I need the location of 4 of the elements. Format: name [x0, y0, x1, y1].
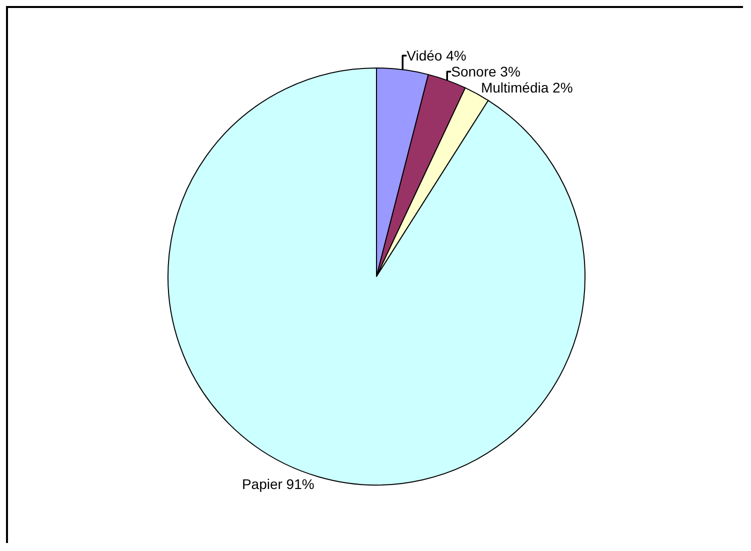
slice-label: Multimédia 2%: [480, 80, 573, 96]
slice-label: Sonore 3%: [451, 64, 520, 80]
slice-label: Papier 91%: [242, 476, 314, 492]
slice-label: Vidéo 4%: [406, 48, 466, 64]
